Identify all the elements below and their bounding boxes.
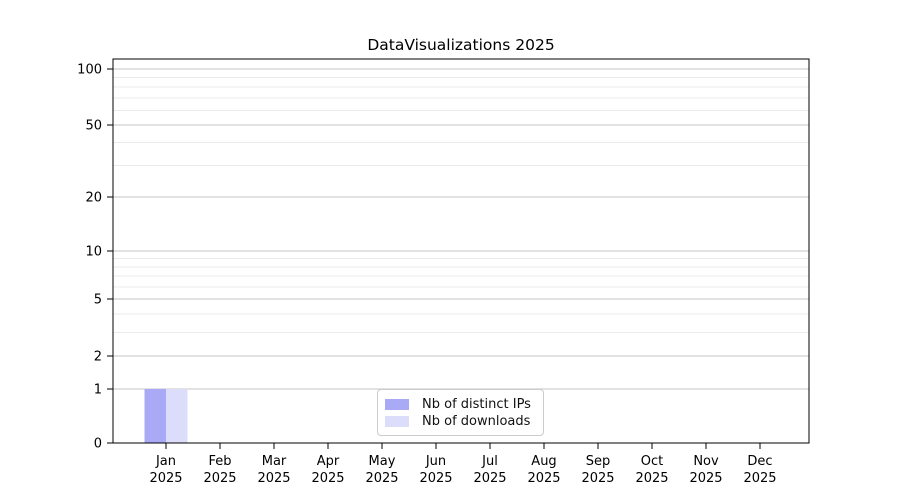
x-tick-label-month: Jan [155,454,176,469]
x-tick-label-month: Apr [317,454,340,469]
x-tick-label-year: 2025 [635,471,668,486]
legend-swatch-distinct-ips [385,399,409,410]
x-tick-label-month: Dec [747,454,772,469]
legend: Nb of distinct IPs Nb of downloads [377,389,544,436]
legend-swatch-downloads [385,416,409,427]
x-tick-label-year: 2025 [527,471,560,486]
x-tick-label-month: Oct [641,454,663,469]
x-tick-label-year: 2025 [581,471,614,486]
legend-entry-downloads: Nb of downloads [385,414,534,429]
x-tick-label-year: 2025 [365,471,398,486]
y-tick-label: 100 [77,63,102,78]
x-tick-label-year: 2025 [311,471,344,486]
y-tick-label: 10 [85,245,102,260]
x-tick-label-year: 2025 [419,471,452,486]
y-tick-label: 1 [94,383,102,398]
legend-entry-distinct-ips: Nb of distinct IPs [385,397,534,412]
x-tick-label-year: 2025 [689,471,722,486]
y-tick-label: 50 [85,119,102,134]
x-tick-label-month: Sep [586,454,611,469]
x-tick-label-year: 2025 [149,471,182,486]
legend-label-distinct-ips: Nb of distinct IPs [422,397,531,412]
x-tick-label-year: 2025 [257,471,290,486]
x-tick-label-month: May [369,454,396,469]
x-tick-label-month: Aug [531,454,556,469]
y-tick-label: 5 [94,293,102,308]
chart-title: DataVisualizations 2025 [367,36,555,54]
x-tick-label-month: Feb [208,454,231,469]
legend-label-downloads: Nb of downloads [422,414,531,429]
y-tick-label: 0 [94,437,102,452]
x-tick-label-month: Jun [425,454,446,469]
x-tick-label-year: 2025 [473,471,506,486]
x-tick-label-year: 2025 [203,471,236,486]
x-tick-label-month: Jul [481,454,498,469]
x-tick-label-month: Mar [262,454,287,469]
y-tick-label: 2 [94,350,102,365]
x-tick-label-year: 2025 [743,471,776,486]
bar-downloads-jan [166,389,188,443]
y-tick-label: 20 [85,191,102,206]
x-tick-label-month: Nov [693,454,719,469]
bar-distinct-ips-jan [144,389,166,443]
